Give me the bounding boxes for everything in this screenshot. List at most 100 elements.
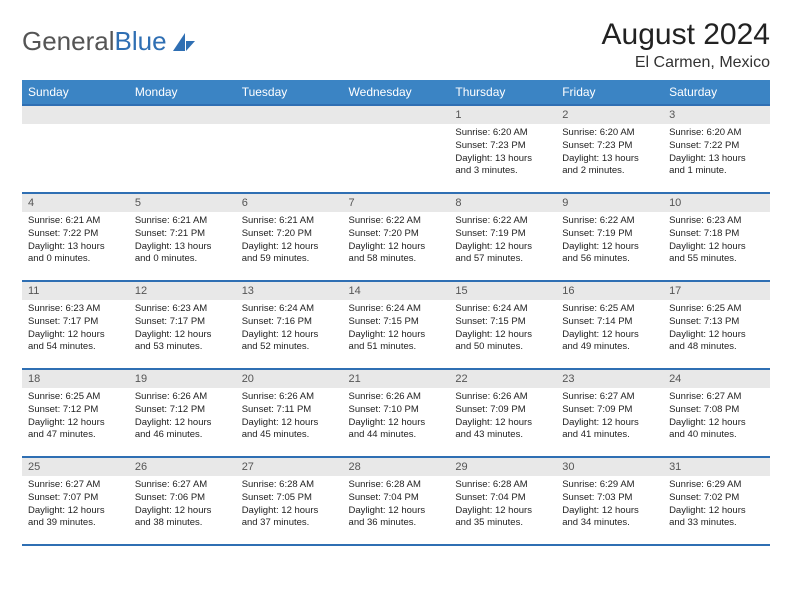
daylight-text: Daylight: 12 hours and 39 minutes. (28, 505, 123, 531)
sunset-text: Sunset: 7:17 PM (135, 316, 230, 329)
calendar-cell: 18Sunrise: 6:25 AMSunset: 7:12 PMDayligh… (22, 369, 129, 457)
day-body: Sunrise: 6:25 AMSunset: 7:13 PMDaylight:… (663, 300, 770, 359)
sunset-text: Sunset: 7:07 PM (28, 492, 123, 505)
weekday-header: Friday (556, 80, 663, 105)
day-number: 30 (556, 458, 663, 476)
weekday-header: Wednesday (343, 80, 450, 105)
sunrise-text: Sunrise: 6:25 AM (669, 303, 764, 316)
day-body: Sunrise: 6:27 AMSunset: 7:09 PMDaylight:… (556, 388, 663, 447)
day-number: 24 (663, 370, 770, 388)
day-number: 8 (449, 194, 556, 212)
sunrise-text: Sunrise: 6:29 AM (562, 479, 657, 492)
sunrise-text: Sunrise: 6:27 AM (28, 479, 123, 492)
sunset-text: Sunset: 7:10 PM (349, 404, 444, 417)
day-body: Sunrise: 6:23 AMSunset: 7:17 PMDaylight:… (129, 300, 236, 359)
day-number: 10 (663, 194, 770, 212)
title-block: August 2024 El Carmen, Mexico (602, 18, 770, 72)
day-body: Sunrise: 6:26 AMSunset: 7:12 PMDaylight:… (129, 388, 236, 447)
daylight-text: Daylight: 12 hours and 36 minutes. (349, 505, 444, 531)
weekday-row: SundayMondayTuesdayWednesdayThursdayFrid… (22, 80, 770, 105)
weekday-header: Sunday (22, 80, 129, 105)
calendar-cell: 14Sunrise: 6:24 AMSunset: 7:15 PMDayligh… (343, 281, 450, 369)
daylight-text: Daylight: 13 hours and 1 minute. (669, 153, 764, 179)
daylight-text: Daylight: 12 hours and 44 minutes. (349, 417, 444, 443)
calendar-week-row: 11Sunrise: 6:23 AMSunset: 7:17 PMDayligh… (22, 281, 770, 369)
sunrise-text: Sunrise: 6:22 AM (349, 215, 444, 228)
calendar-cell (22, 105, 129, 193)
sunset-text: Sunset: 7:16 PM (242, 316, 337, 329)
daylight-text: Daylight: 12 hours and 34 minutes. (562, 505, 657, 531)
calendar-cell: 3Sunrise: 6:20 AMSunset: 7:22 PMDaylight… (663, 105, 770, 193)
day-number: 27 (236, 458, 343, 476)
calendar-cell: 1Sunrise: 6:20 AMSunset: 7:23 PMDaylight… (449, 105, 556, 193)
calendar-cell: 25 Sunrise: 6:27 AMSunset: 7:07 PMDayligh… (22, 457, 129, 545)
daylight-text: Daylight: 12 hours and 35 minutes. (455, 505, 550, 531)
daylight-text: Daylight: 12 hours and 43 minutes. (455, 417, 550, 443)
day-body: Sunrise: 6:23 AMSunset: 7:18 PMDaylight:… (663, 212, 770, 271)
sunrise-text: Sunrise: 6:24 AM (455, 303, 550, 316)
sunrise-text: Sunrise: 6:23 AM (28, 303, 123, 316)
day-body: Sunrise: 6:20 AMSunset: 7:22 PMDaylight:… (663, 124, 770, 183)
sunrise-text: Sunrise: 6:27 AM (669, 391, 764, 404)
sunset-text: Sunset: 7:20 PM (349, 228, 444, 241)
daylight-text: Daylight: 12 hours and 56 minutes. (562, 241, 657, 267)
sunset-text: Sunset: 7:20 PM (242, 228, 337, 241)
calendar-cell: 16Sunrise: 6:25 AMSunset: 7:14 PMDayligh… (556, 281, 663, 369)
day-body: Sunrise: 6:22 AMSunset: 7:20 PMDaylight:… (343, 212, 450, 271)
day-body: Sunrise: 6:24 AMSunset: 7:16 PMDaylight:… (236, 300, 343, 359)
header-row: GeneralBlue August 2024 El Carmen, Mexic… (22, 18, 770, 72)
day-body: Sunrise: 6:25 AMSunset: 7:12 PMDaylight:… (22, 388, 129, 447)
sunrise-text: Sunrise: 6:23 AM (135, 303, 230, 316)
daylight-text: Daylight: 12 hours and 49 minutes. (562, 329, 657, 355)
daylight-text: Daylight: 12 hours and 59 minutes. (242, 241, 337, 267)
day-number: 21 (343, 370, 450, 388)
sunset-text: Sunset: 7:23 PM (562, 140, 657, 153)
day-number: 14 (343, 282, 450, 300)
sunset-text: Sunset: 7:22 PM (669, 140, 764, 153)
sunset-text: Sunset: 7:13 PM (669, 316, 764, 329)
calendar-cell: 17Sunrise: 6:25 AMSunset: 7:13 PMDayligh… (663, 281, 770, 369)
daylight-text: Daylight: 12 hours and 51 minutes. (349, 329, 444, 355)
daylight-text: Daylight: 12 hours and 48 minutes. (669, 329, 764, 355)
day-body: Sunrise: 6:27 AMSunset: 7:06 PMDaylight:… (129, 476, 236, 535)
day-body: Sunrise: 6:21 AMSunset: 7:22 PMDaylight:… (22, 212, 129, 271)
day-number: 15 (449, 282, 556, 300)
empty-day-num (22, 106, 129, 124)
sunrise-text: Sunrise: 6:25 AM (562, 303, 657, 316)
calendar-cell: 28Sunrise: 6:28 AMSunset: 7:04 PMDayligh… (343, 457, 450, 545)
daylight-text: Daylight: 12 hours and 54 minutes. (28, 329, 123, 355)
sunset-text: Sunset: 7:19 PM (455, 228, 550, 241)
calendar-cell: 30 Sunrise: 6:29 AMSunset: 7:03 PMDayligh… (556, 457, 663, 545)
sunset-text: Sunset: 7:02 PM (669, 492, 764, 505)
day-body: Sunrise: 6:20 AMSunset: 7:23 PMDaylight:… (449, 124, 556, 183)
day-body: Sunrise: 6:26 AMSunset: 7:11 PMDaylight:… (236, 388, 343, 447)
day-number: 3 (663, 106, 770, 124)
sunrise-text: Sunrise: 6:23 AM (669, 215, 764, 228)
calendar-cell: 15Sunrise: 6:24 AMSunset: 7:15 PMDayligh… (449, 281, 556, 369)
day-number: 25 (22, 458, 129, 476)
sunset-text: Sunset: 7:03 PM (562, 492, 657, 505)
weekday-header: Tuesday (236, 80, 343, 105)
sunrise-text: Sunrise: 6:27 AM (135, 479, 230, 492)
day-number: 19 (129, 370, 236, 388)
sunrise-text: Sunrise: 6:24 AM (242, 303, 337, 316)
sunrise-text: Sunrise: 6:28 AM (349, 479, 444, 492)
daylight-text: Daylight: 12 hours and 46 minutes. (135, 417, 230, 443)
calendar-cell: 29Sunrise: 6:28 AMSunset: 7:04 PMDayligh… (449, 457, 556, 545)
calendar-cell: 2Sunrise: 6:20 AMSunset: 7:23 PMDaylight… (556, 105, 663, 193)
sunset-text: Sunset: 7:14 PM (562, 316, 657, 329)
day-body: Sunrise: 6:20 AMSunset: 7:23 PMDaylight:… (556, 124, 663, 183)
sunset-text: Sunset: 7:21 PM (135, 228, 230, 241)
sunset-text: Sunset: 7:09 PM (562, 404, 657, 417)
sunrise-text: Sunrise: 6:21 AM (28, 215, 123, 228)
day-number: 17 (663, 282, 770, 300)
calendar-cell: 26Sunrise: 6:27 AMSunset: 7:06 PMDayligh… (129, 457, 236, 545)
calendar-cell: 23Sunrise: 6:27 AMSunset: 7:09 PMDayligh… (556, 369, 663, 457)
empty-day-num (236, 106, 343, 124)
day-number: 20 (236, 370, 343, 388)
sunset-text: Sunset: 7:08 PM (669, 404, 764, 417)
calendar-week-row: 4Sunrise: 6:21 AMSunset: 7:22 PMDaylight… (22, 193, 770, 281)
sunset-text: Sunset: 7:22 PM (28, 228, 123, 241)
daylight-text: Daylight: 13 hours and 2 minutes. (562, 153, 657, 179)
sunrise-text: Sunrise: 6:26 AM (242, 391, 337, 404)
